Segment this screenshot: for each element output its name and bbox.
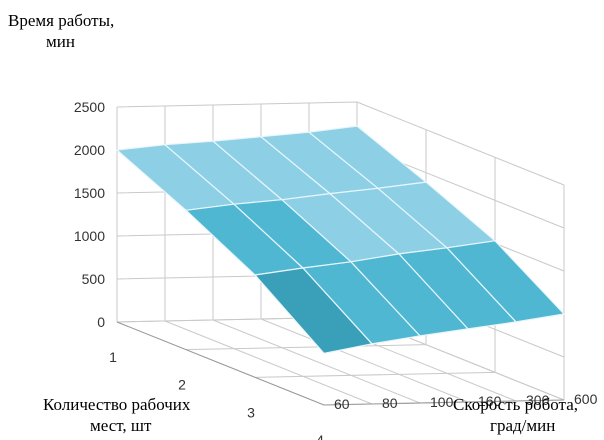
z-tick-label: 1500 bbox=[74, 185, 105, 201]
speed-tick-label: 80 bbox=[382, 395, 398, 411]
floor-line-speed-2 bbox=[212, 319, 421, 404]
x-axis-title-line1: Количество рабочих bbox=[43, 395, 191, 414]
surface-patch-w2-s4 bbox=[446, 240, 565, 323]
speed-tick-label: 600 bbox=[574, 391, 598, 407]
z-axis-title-line1: Время работы, bbox=[8, 11, 114, 30]
chart-axis-titles: Время работы, мин Количество рабочих мес… bbox=[8, 11, 578, 435]
workplaces-tick-label: 2 bbox=[178, 377, 186, 393]
floor-line-wp-1 bbox=[185, 344, 427, 351]
y-axis-title-line2: град/мин bbox=[490, 416, 555, 435]
floor-line-speed-3 bbox=[260, 318, 469, 403]
speed-tick-label: 60 bbox=[334, 396, 350, 412]
chart-surface bbox=[116, 125, 565, 354]
speed-tick-label: 160 bbox=[478, 393, 502, 409]
workplaces-tick-label: 4 bbox=[316, 432, 324, 440]
floor-line-speed-1 bbox=[164, 320, 373, 405]
y-axis-title-line1: Скорость робота, bbox=[453, 395, 578, 414]
speed-tick-label: 100 bbox=[430, 394, 454, 410]
z-tick-label: 1000 bbox=[74, 228, 105, 244]
workplaces-tick-label: 3 bbox=[247, 404, 255, 420]
z-tick-label: 0 bbox=[97, 314, 105, 330]
speed-tick-label: 300 bbox=[526, 392, 550, 408]
z-tick-label: 2500 bbox=[74, 99, 105, 115]
floor-front-edge bbox=[116, 321, 565, 406]
x-axis-title-line2: мест, шт bbox=[90, 416, 152, 435]
z-axis-title-line2: мин bbox=[46, 32, 75, 51]
workplaces-tick-label: 1 bbox=[109, 349, 117, 365]
z-tick-label: 2000 bbox=[74, 142, 105, 158]
floor-line-wp-2 bbox=[254, 371, 496, 378]
chart-ticks: 0 500 1000 1500 2000 2500 1 2 3 4 60 80 100 160 300 600 bbox=[74, 99, 598, 440]
z-tick-label: 500 bbox=[82, 271, 106, 287]
